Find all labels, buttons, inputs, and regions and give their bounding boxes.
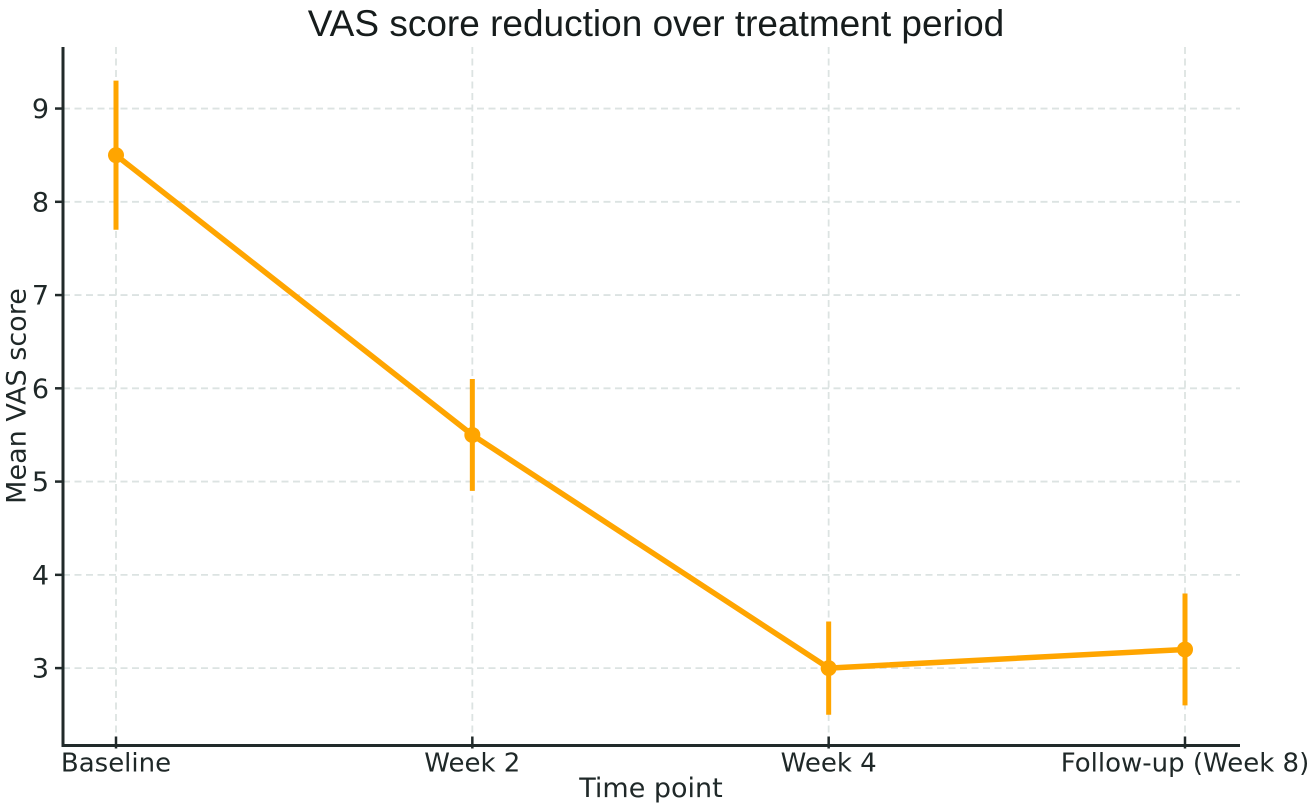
- y-axis-label: Mean VAS score: [1, 288, 33, 504]
- y-tick-label: 9: [32, 94, 49, 125]
- data-point-marker: [1177, 641, 1193, 658]
- data-line: [113, 152, 1188, 671]
- y-tick-label: 7: [32, 281, 49, 312]
- y-tick-label: 8: [32, 187, 49, 218]
- data-point-marker: [108, 147, 124, 164]
- y-tick-label: 5: [32, 467, 49, 498]
- x-tick-label: Week 4: [781, 749, 877, 779]
- y-tick-label: 6: [32, 374, 49, 405]
- x-tick-label: Baseline: [61, 749, 171, 779]
- y-tick-label: 3: [32, 654, 49, 685]
- x-axis-label: Time point: [579, 773, 723, 804]
- data-point-marker: [464, 426, 481, 443]
- y-tick-label: 4: [32, 560, 49, 591]
- x-tick-label: Week 2: [424, 749, 520, 779]
- chart-title: VAS score reduction over treatment perio…: [307, 3, 1005, 44]
- x-tick-label: Follow-up (Week 8): [1061, 749, 1309, 779]
- data-point-marker: [820, 660, 837, 677]
